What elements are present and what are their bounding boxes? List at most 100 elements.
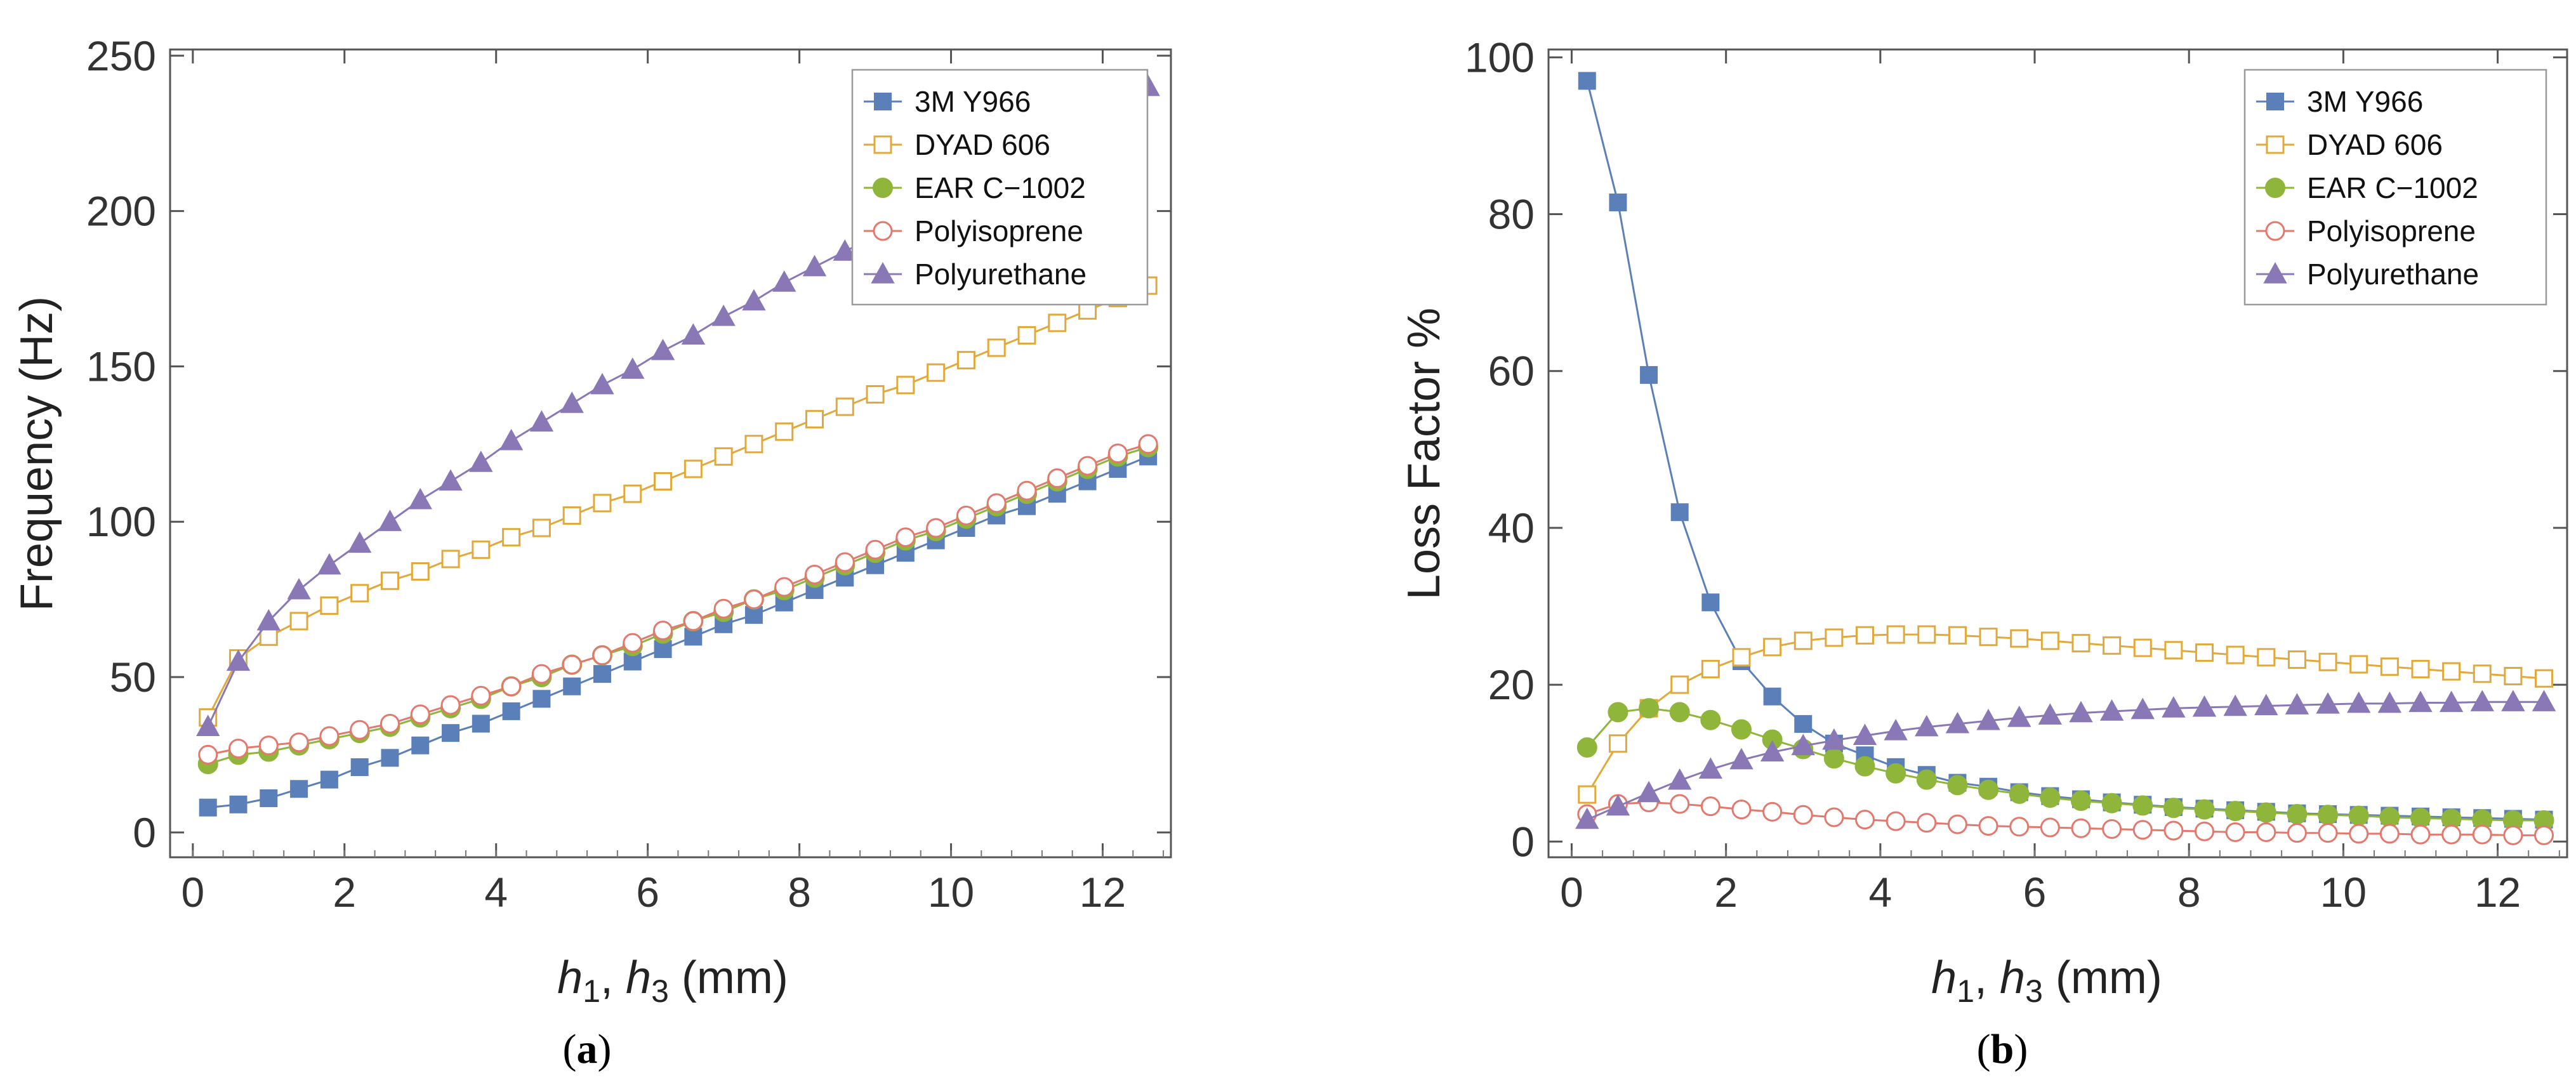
data-point [593,494,612,513]
caption-letter: a [577,1026,598,1072]
data-point [835,397,854,416]
caption-open: ( [563,1026,577,1072]
data-point [1915,715,1939,737]
data-point [2287,650,2306,669]
data-point [410,704,430,725]
data-point [1701,659,1720,678]
y-tick-label: 20 [1488,661,1535,708]
data-point [2503,825,2523,845]
y-tick-label: 200 [86,188,156,235]
series-polyisoprene [1577,792,2554,845]
data-point [347,531,372,553]
data-point [532,518,551,537]
data-point [2195,643,2214,662]
data-point [802,254,827,277]
data-point [1640,365,1658,384]
data-point [590,372,614,395]
series-polyurethane [1575,690,2556,829]
data-point [744,589,764,610]
chart-panel-b: 0 2 4 6 8 10 12 0 20 40 60 80 100 3M Y966 DYAD 606 EAR… [1399,34,2568,1072]
data-point [2040,631,2059,650]
data-point [623,484,642,503]
data-point [289,732,309,753]
data-point [654,472,673,491]
legend-label: EAR C−1002 [915,171,1086,204]
x-tick-label: 2 [333,869,356,916]
data-point [2163,820,2184,841]
series-line [208,456,1149,809]
data-point [714,447,733,466]
legend-marker [2266,93,2284,110]
x-tick-label: 8 [2177,869,2201,916]
y-tick-label: 150 [86,343,156,390]
data-point [1917,625,1936,644]
data-point [2256,802,2276,823]
data-point [1763,638,1782,657]
data-point [865,539,885,560]
data-point [1762,801,1783,822]
data-point [2473,664,2492,683]
y-tick-label: 250 [86,32,156,79]
data-point [2192,695,2217,717]
data-point [1047,468,1067,489]
data-point [2349,655,2368,674]
x-tick-label: 6 [2023,869,2047,916]
data-point [1670,503,1689,522]
data-point [2009,783,2030,804]
legend-marker [874,93,892,110]
data-point [1701,593,1720,612]
data-point [2195,821,2215,841]
data-point [2254,694,2278,716]
data-point [2377,691,2402,713]
panel-caption: (b) [1977,1026,2028,1072]
axis-ticks: 0 2 4 6 8 10 12 0 50 100 150 200 250 [86,32,1171,916]
legend-marker [873,221,893,241]
data-point [258,735,279,756]
legend-label: 3M Y966 [2307,85,2423,118]
data-point [2348,805,2369,826]
legend-label: DYAD 606 [2307,128,2443,161]
legend-marker [871,261,895,284]
data-point [226,649,251,671]
series-ear-c-1002 [197,437,1159,775]
data-point [956,505,976,525]
data-point [1731,719,1752,740]
data-point [2534,825,2554,845]
data-point [228,739,249,759]
data-point [1700,796,1721,817]
data-point [2318,805,2339,826]
data-point [1608,702,1628,723]
data-point [229,795,248,813]
data-point [623,633,643,653]
data-point [1078,456,1098,476]
data-point [501,676,522,697]
data-point [560,392,584,413]
data-point [2103,636,2122,655]
data-point [775,422,794,441]
data-point [1856,626,1875,645]
data-point [1609,194,1627,212]
data-point [805,410,824,429]
data-point [1700,709,1721,730]
data-point [1138,434,1158,454]
data-point [380,713,400,734]
data-point [592,645,612,666]
data-point [2071,818,2091,838]
data-point [2380,657,2399,676]
x-tick-label: 10 [2320,869,2367,916]
data-point [1107,444,1128,463]
data-point [381,749,399,767]
data-point [1608,734,1627,753]
legend: 3M Y966 DYAD 606 EAR C−1002 Polyisoprene Pol… [2243,69,2547,306]
data-point [1978,816,1998,836]
legend-label: Polyurethane [2307,258,2479,291]
data-point [1945,711,1970,734]
data-point [2009,817,2030,837]
legend-label: Polyisoprene [915,214,1083,247]
data-point [1698,757,1723,779]
data-point [1017,326,1036,345]
data-point [2132,820,2153,840]
series-polyurethane [196,74,1160,736]
series-line [208,446,1149,765]
data-point [2069,701,2093,723]
